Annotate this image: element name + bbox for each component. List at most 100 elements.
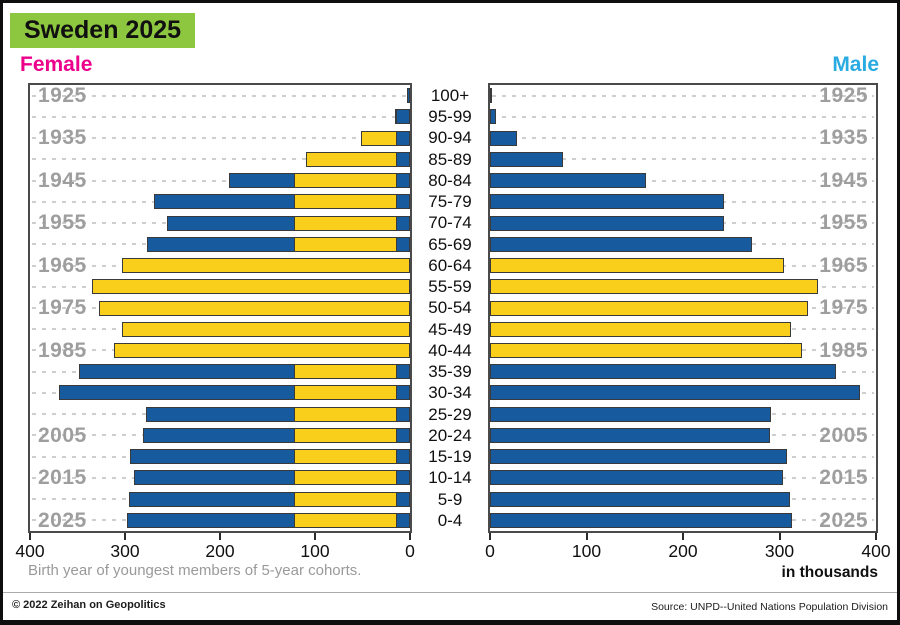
age-label-0-4: 0-4 [437,510,463,530]
gridline-male [492,94,874,97]
bar-male-50-54 [490,300,809,316]
age-label-30-34: 30-34 [428,383,472,403]
tick-label-female-300: 300 [110,541,140,561]
bar-male-65-69 [490,236,753,252]
birth-year-note: Birth year of youngest members of 5-year… [28,562,362,579]
flag-band-female-95-99 [394,109,397,125]
age-label-100+: 100+ [430,86,470,105]
bar-female-100+ [407,88,410,104]
tick-label-male-200: 200 [668,541,698,561]
flag-band-female-0-4 [294,512,397,528]
gridline-male [492,179,874,182]
flag-band-female-35-39 [294,364,397,380]
age-label-5-9: 5-9 [437,489,463,509]
gridline-male [492,137,874,140]
tick-label-female-100: 100 [300,541,330,561]
year-label-left-1985: 1985 [38,338,87,362]
age-label-75-79: 75-79 [428,192,472,212]
copyright-text: © 2022 Zeihan on Geopolitics [12,599,166,611]
bar-female-45-49 [122,321,410,337]
age-label-95-99: 95-99 [428,107,472,127]
year-label-left-1955: 1955 [38,211,87,235]
page-title: Sweden 2025 [10,13,196,48]
female-chart-area: 1925 1935 1945 1955 1965 1975 1985 2005 2015 2025 [28,83,412,533]
bar-male-5-9 [490,491,791,507]
year-label-right-1935: 1935 [819,126,868,150]
unit-label: in thousands [781,564,878,581]
year-label-left-1945: 1945 [38,168,87,192]
gridline-female [32,115,408,118]
bar-male-10-14 [490,470,784,486]
bar-male-0-4 [490,512,793,528]
tick-male-0 [489,533,491,540]
age-label-55-59: 55-59 [428,277,472,297]
bar-female-50-54 [99,300,410,316]
flag-band-female-80-84 [294,173,397,189]
bar-male-55-59 [490,279,819,295]
age-label-45-49: 45-49 [428,319,472,339]
gridline-female [32,179,408,182]
bar-male-85-89 [490,151,564,167]
bar-male-75-79 [490,194,725,210]
gridline-male [492,158,874,161]
tick-male-200 [682,533,684,540]
tick-female-100 [314,533,316,540]
year-label-left-1935: 1935 [38,126,87,150]
flag-band-female-20-24 [294,427,397,443]
tick-label-male-0: 0 [485,541,495,561]
age-label-20-24: 20-24 [428,425,472,445]
year-label-left-2005: 2005 [38,423,87,447]
year-label-right-2025: 2025 [819,508,868,532]
bar-male-15-19 [490,449,788,465]
age-label-80-84: 80-84 [428,170,472,190]
female-header: Female [20,53,93,76]
bar-male-80-84 [490,173,647,189]
bar-female-95-99 [394,109,410,125]
tick-label-female-0: 0 [405,541,415,561]
year-label-left-1975: 1975 [38,296,87,320]
bar-male-90-94 [490,130,518,146]
flag-band-female-85-89 [306,151,397,167]
age-label-85-89: 85-89 [428,149,472,169]
flag-band-female-75-79 [294,194,397,210]
source-text: Source: UNPD--United Nations Population … [651,601,888,613]
gridline-female [32,158,408,161]
gridline-female [32,94,408,97]
flag-band-female-15-19 [294,449,397,465]
year-label-right-1955: 1955 [819,211,868,235]
age-label-50-54: 50-54 [428,298,472,318]
year-label-left-1965: 1965 [38,253,87,277]
bar-male-35-39 [490,364,837,380]
bar-male-100+ [490,88,492,104]
tick-label-female-200: 200 [205,541,235,561]
age-label-15-19: 15-19 [428,447,472,467]
age-label-70-74: 70-74 [428,213,472,233]
flag-band-female-10-14 [294,470,397,486]
bar-male-20-24 [490,427,770,443]
bar-male-95-99 [490,109,496,125]
age-label-35-39: 35-39 [428,362,472,382]
flag-band-female-5-9 [294,491,397,507]
year-label-right-1985: 1985 [819,338,868,362]
bar-male-45-49 [490,321,792,337]
footer-divider [3,592,897,593]
flag-band-female-90-94 [360,130,397,146]
tick-label-male-100: 100 [571,541,602,561]
year-label-right-1945: 1945 [819,168,868,192]
age-label-10-14: 10-14 [428,468,472,488]
age-label-40-44: 40-44 [428,340,472,360]
tick-label-male-400: 400 [861,541,891,561]
gridline-female [32,137,408,140]
tick-male-100 [585,533,588,540]
age-label-25-29: 25-29 [428,404,472,424]
age-label-65-69: 65-69 [428,234,472,254]
tick-female-200 [219,533,221,540]
bar-male-70-74 [490,215,725,231]
year-label-left-1925: 1925 [38,84,87,107]
year-label-right-1965: 1965 [819,253,868,277]
tick-male-400 [875,533,877,540]
bar-male-30-34 [490,385,860,401]
bar-male-40-44 [490,342,802,358]
tick-label-male-300: 300 [764,541,795,561]
bar-female-40-44 [113,342,410,358]
